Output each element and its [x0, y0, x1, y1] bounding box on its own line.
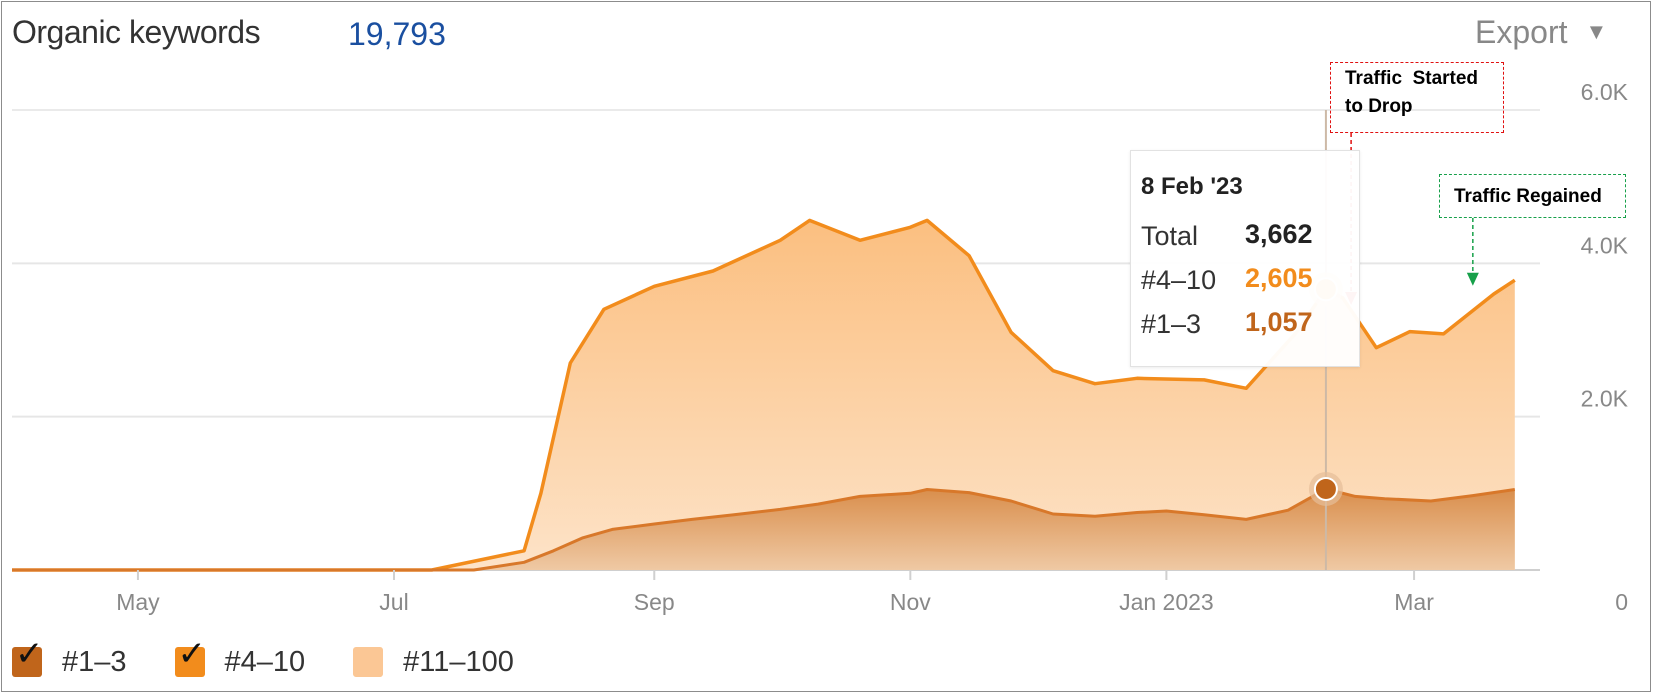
y-axis: 0 2.0K 4.0K 6.0K — [1581, 79, 1629, 615]
legend: ✓ #1–3 ✓ #4–10 #11–100 — [12, 637, 562, 680]
caret-down-icon: ▼ — [1585, 19, 1608, 44]
legend-item-1-3[interactable]: ✓ #1–3 — [12, 637, 127, 679]
x-axis: May Jul Sep Nov Jan 2023 Mar — [116, 570, 1434, 615]
x-tick-label: Jan 2023 — [1119, 589, 1214, 615]
arrowhead-traffic-regained — [1466, 272, 1479, 286]
tooltip-value-total: 3,662 — [1245, 219, 1313, 249]
series-1-3-area — [12, 489, 1515, 570]
x-tick-label: Sep — [634, 589, 675, 615]
annotation-traffic-regained: Traffic Regained — [1439, 174, 1626, 218]
legend-label-11-100: #11–100 — [403, 645, 514, 678]
x-tick-label: Nov — [890, 589, 931, 615]
annotation-traffic-drop: Traffic Started to Drop — [1330, 62, 1504, 133]
annotation-drop-line-2: to Drop — [1345, 96, 1413, 117]
legend-checkbox-4-10[interactable]: ✓ — [174, 637, 206, 677]
tooltip-value-4-10: 2,605 — [1245, 263, 1313, 293]
legend-checkbox-11-100[interactable] — [353, 647, 384, 677]
x-tick-label: May — [116, 589, 160, 615]
annotation-regain-line-1: Traffic Regained — [1454, 186, 1602, 207]
chart-title: Organic keywords — [12, 14, 261, 50]
legend-checkbox-1-3[interactable]: ✓ — [12, 637, 44, 677]
tooltip-value-1-3: 1,057 — [1245, 307, 1313, 337]
annotation-arrows — [1345, 133, 1479, 305]
export-label: Export — [1475, 14, 1568, 50]
legend-item-11-100[interactable]: #11–100 — [353, 646, 514, 679]
checkmark-icon: ✓ — [15, 634, 44, 674]
tooltip-label-1-3: #1–3 — [1141, 309, 1202, 339]
y-tick-label: 6.0K — [1581, 79, 1629, 105]
keyword-total: 19,793 — [348, 16, 446, 52]
y-tick-label: 2.0K — [1581, 386, 1629, 412]
tooltip-label-4-10: #4–10 — [1141, 265, 1217, 295]
hover-marker-1-3 — [1313, 476, 1338, 501]
legend-label-1-3: #1–3 — [62, 645, 127, 678]
y-tick-label: 4.0K — [1581, 232, 1629, 258]
y-tick-label: 0 — [1615, 589, 1628, 615]
legend-item-4-10[interactable]: ✓ #4–10 — [174, 637, 306, 679]
export-button[interactable]: Export ▼ — [1475, 14, 1607, 51]
checkmark-icon: ✓ — [177, 634, 207, 674]
hover-tooltip: 8 Feb '23 Total 3,662 #4–10 2,605 #1–3 1… — [1130, 150, 1360, 367]
legend-label-4-10: #4–10 — [224, 645, 306, 678]
tooltip-label-total: Total — [1141, 221, 1199, 251]
x-tick-label: Mar — [1394, 589, 1434, 615]
tooltip-date: 8 Feb '23 — [1141, 173, 1243, 200]
annotation-drop-line-1: Traffic Started — [1345, 68, 1479, 89]
x-tick-label: Jul — [379, 589, 408, 615]
series-4-10-area — [12, 220, 1515, 570]
